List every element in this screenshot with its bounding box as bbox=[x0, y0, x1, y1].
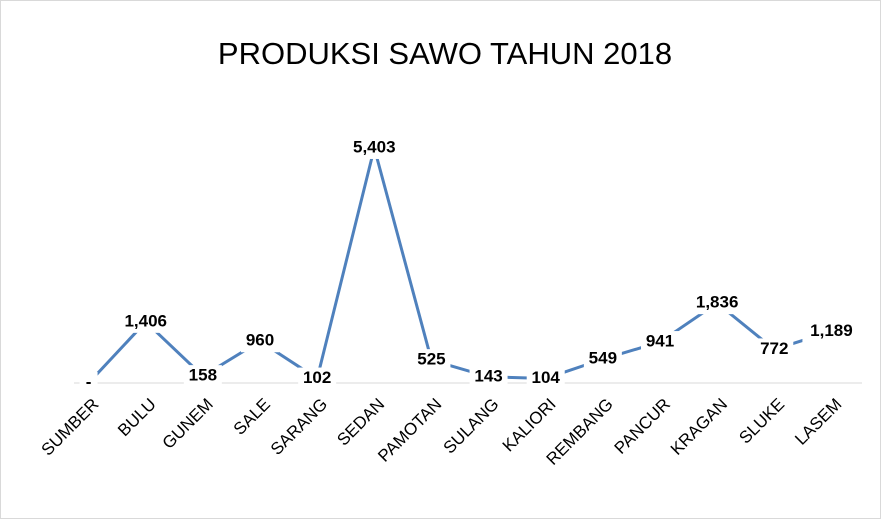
label-background bbox=[583, 348, 622, 371]
label-background bbox=[802, 320, 861, 343]
data-label: 5,403 bbox=[353, 137, 396, 156]
data-label: 158 bbox=[189, 366, 217, 385]
data-label: 941 bbox=[646, 332, 674, 351]
label-background bbox=[412, 349, 451, 372]
data-label: 525 bbox=[417, 350, 445, 369]
data-label: 772 bbox=[760, 339, 788, 358]
label-background bbox=[688, 292, 747, 315]
label-background bbox=[183, 365, 222, 388]
chart-title: PRODUKSI SAWO TAHUN 2018 bbox=[218, 36, 672, 71]
label-background bbox=[469, 365, 508, 388]
data-label: 102 bbox=[303, 368, 331, 387]
data-label: 549 bbox=[589, 349, 617, 368]
data-label: 1,836 bbox=[696, 293, 739, 312]
data-label: 1,189 bbox=[810, 321, 853, 340]
label-background bbox=[298, 367, 337, 390]
data-label: 104 bbox=[532, 368, 561, 387]
label-background bbox=[116, 310, 175, 333]
label-background bbox=[755, 338, 794, 361]
data-label: 1,406 bbox=[124, 311, 167, 330]
data-label: - bbox=[86, 372, 92, 391]
label-background bbox=[79, 372, 98, 394]
data-label: 143 bbox=[474, 366, 502, 385]
label-background bbox=[241, 330, 279, 353]
data-label: 960 bbox=[246, 331, 274, 350]
label-background bbox=[526, 367, 565, 390]
label-background bbox=[641, 331, 679, 354]
label-background bbox=[345, 136, 404, 159]
